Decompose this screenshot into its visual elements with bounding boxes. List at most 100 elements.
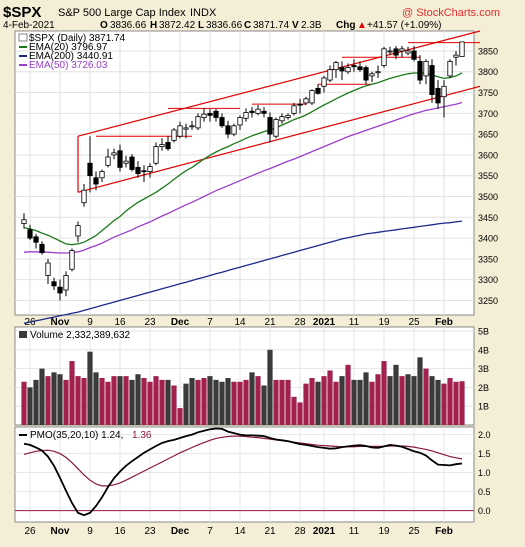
ema-line	[23, 72, 463, 246]
x-tick-label-bottom: Nov	[51, 526, 70, 537]
candle-body	[45, 262, 51, 276]
candle-body	[459, 41, 465, 57]
volume-bar	[219, 381, 225, 425]
volume-bar	[189, 378, 195, 425]
volume-bar	[309, 378, 315, 425]
volume-bar	[393, 364, 399, 425]
quote-close: 3871.74	[253, 20, 290, 31]
candle-body	[279, 116, 285, 122]
volume-bar	[153, 376, 159, 425]
pmo-panel	[14, 426, 475, 523]
price-legend: $SPX (Daily) 3871.74 EMA(20) 3796.97 EMA…	[18, 33, 126, 71]
volume-bar	[411, 376, 417, 425]
volume-bar	[459, 381, 465, 425]
volume-bar	[345, 364, 351, 425]
candle-body	[333, 62, 339, 71]
x-tick-label-top: 19	[378, 317, 390, 328]
volume-bar	[315, 381, 321, 425]
volume-bar	[39, 368, 45, 425]
volume-bar	[225, 378, 231, 425]
candle-body	[423, 60, 429, 77]
quote-chg-arrow: ▲	[357, 20, 367, 31]
x-tick-label-top: 7	[207, 317, 213, 328]
quote-vol: 2.3B	[301, 20, 322, 31]
volume-bar	[297, 402, 303, 425]
candle-body	[189, 125, 195, 128]
legend-ema20: EMA(20) 3796.97	[29, 42, 108, 53]
x-tick-label-bottom: 7	[207, 526, 213, 537]
volume-legend: Volume 2,332,389,632	[19, 330, 131, 341]
legend-ema50: EMA(50) 3726.03	[29, 60, 108, 71]
moving-averages	[23, 72, 463, 324]
pmo-tick-label: 1.5	[478, 449, 491, 459]
volume-bar	[405, 374, 411, 425]
price-tick-label: 3500	[478, 192, 498, 202]
candle-body	[93, 177, 99, 185]
volume-bar	[111, 376, 117, 425]
volume-bar	[33, 379, 39, 425]
volume-bar	[261, 385, 267, 425]
quote-open: 3836.66	[110, 20, 147, 31]
volume-tick-label: 1B	[478, 402, 489, 412]
price-tick-label: 3850	[478, 46, 498, 56]
candle-body	[141, 170, 147, 173]
candle-body	[243, 112, 249, 119]
volume-bar	[213, 379, 219, 425]
candle-body	[201, 113, 207, 118]
volume-bar	[183, 383, 189, 425]
x-tick-label-bottom: 11	[349, 526, 360, 537]
candle-body	[447, 60, 453, 77]
candle-body	[219, 117, 225, 127]
candle-body	[195, 116, 201, 129]
x-tick-label-top: 9	[87, 317, 93, 328]
volume-bar	[339, 376, 345, 425]
volume-bar	[417, 357, 423, 425]
candle-body	[339, 67, 345, 72]
volume-tick-label: 3B	[478, 364, 489, 374]
volume-bar	[195, 379, 201, 425]
x-tick-label-top: Feb	[435, 317, 453, 328]
volume-bar	[45, 376, 51, 425]
volume-bar	[207, 376, 213, 425]
candle-body	[75, 225, 81, 237]
price-tick-label: 3750	[478, 88, 498, 98]
x-tick-label-top: 2021	[313, 317, 336, 328]
volume-bar	[369, 381, 375, 425]
quote-vol-label: V	[292, 20, 299, 31]
pmo-tick-label: 0.0	[478, 506, 491, 516]
ema-line	[23, 220, 463, 324]
x-tick-label-bottom: 23	[144, 526, 156, 537]
candle-body	[267, 117, 273, 135]
x-tick-label-bottom: 2021	[313, 526, 336, 537]
volume-bar	[267, 349, 273, 425]
volume-bar	[21, 381, 27, 425]
pmo-signal-label: 1.36	[132, 430, 152, 441]
volume-bar	[399, 376, 405, 425]
quote-low: 3836.66	[206, 20, 243, 31]
candlesticks	[21, 41, 465, 301]
volume-bar	[375, 374, 381, 425]
candle-body	[273, 119, 279, 137]
candle-body	[63, 275, 69, 291]
volume-bar	[249, 372, 255, 425]
volume-bars	[21, 349, 465, 425]
candle-body	[363, 67, 369, 81]
quote-high: 3872.42	[159, 20, 196, 31]
volume-tick-label: 5B	[478, 327, 489, 337]
volume-bar	[351, 379, 357, 425]
volume-bar	[279, 379, 285, 425]
volume-bar	[105, 381, 111, 425]
candle-body	[345, 67, 351, 73]
price-tick-label: 3300	[478, 275, 498, 285]
volume-bar	[237, 381, 243, 425]
candle-body	[411, 50, 417, 60]
volume-bar	[147, 381, 153, 425]
volume-bar	[141, 378, 147, 425]
trendlines	[77, 30, 481, 193]
volume-bar	[255, 376, 261, 425]
volume-bar	[387, 376, 393, 425]
pmo-tick-label: 0.5	[478, 487, 491, 497]
candle-body	[147, 166, 153, 172]
candle-body	[129, 156, 135, 170]
price-panel	[14, 30, 475, 316]
